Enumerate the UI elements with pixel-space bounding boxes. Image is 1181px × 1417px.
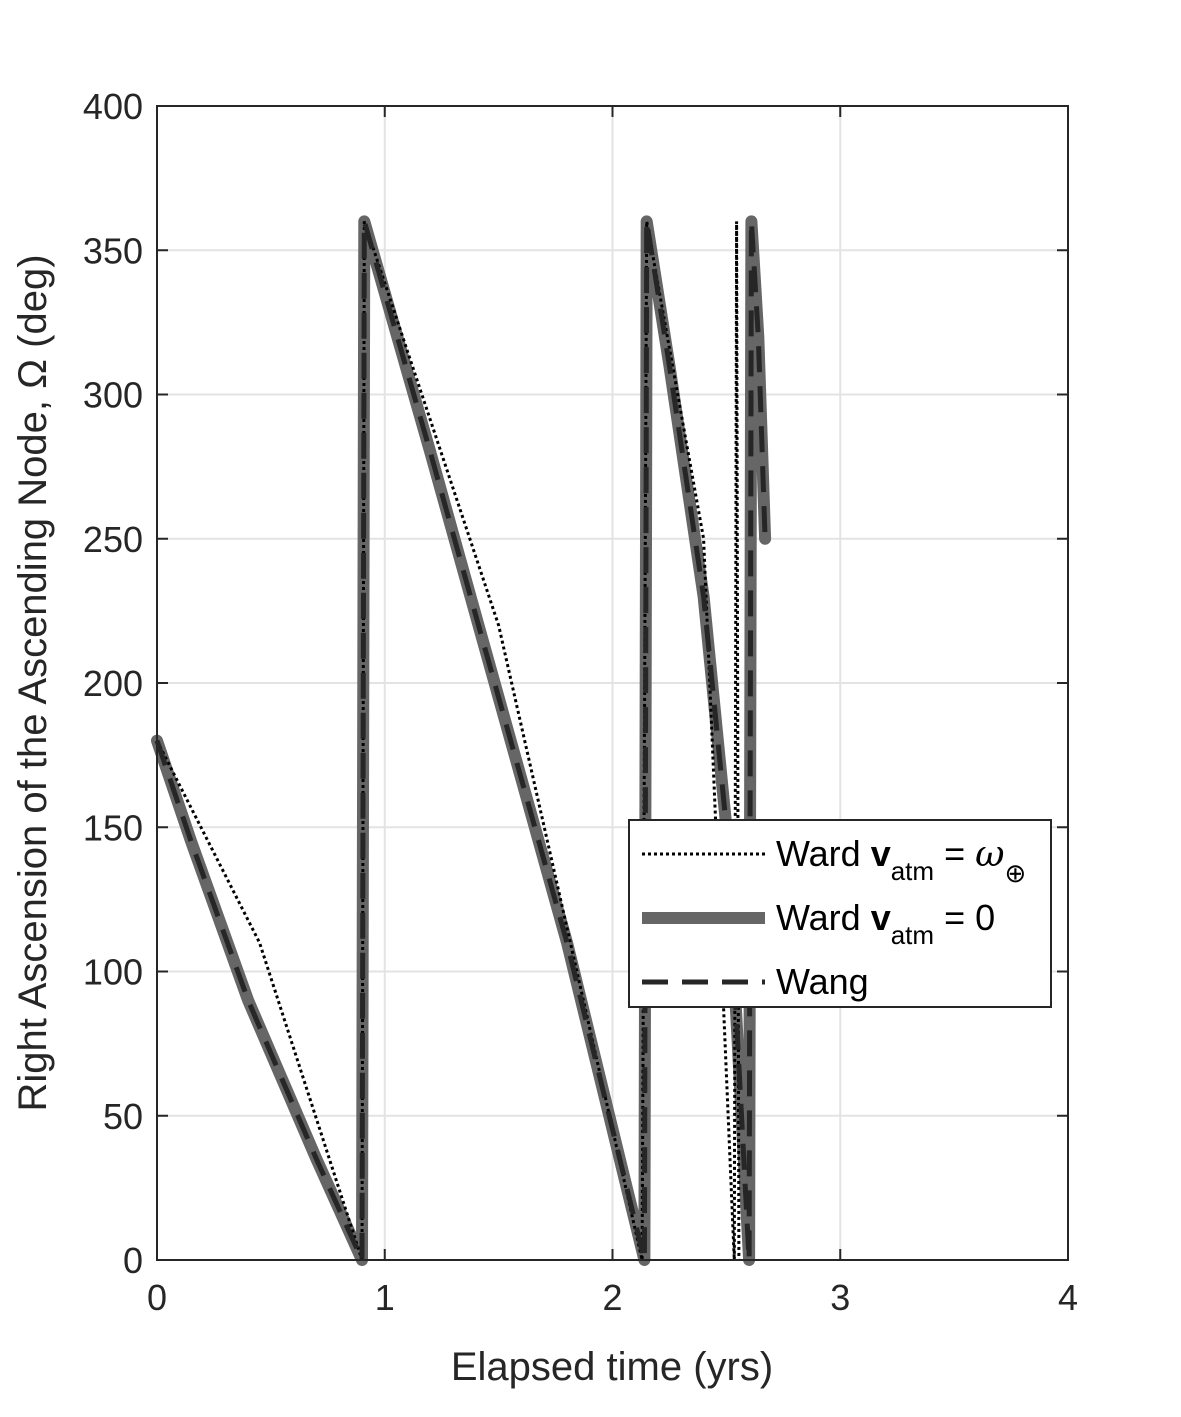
- y-axis-label: Right Ascension of the Ascending Node, Ω…: [11, 254, 55, 1111]
- x-axis-label: Elapsed time (yrs): [451, 1345, 773, 1389]
- legend-label-part: =: [934, 833, 975, 874]
- y-tick-label: 150: [83, 807, 143, 848]
- legend-label-part: atm: [891, 920, 934, 950]
- x-tick-label: 2: [602, 1277, 622, 1318]
- x-tick-label: 1: [375, 1277, 395, 1318]
- y-tick-labels: 0 50 100 150 200 250 300 350 400: [83, 86, 143, 1281]
- x-tick-label: 3: [830, 1277, 850, 1318]
- legend-label-part: v: [871, 897, 891, 938]
- legend-label-part: 0: [975, 897, 995, 938]
- x-tick-labels: 0 1 2 3 4: [147, 1277, 1078, 1318]
- x-tick-label: 4: [1058, 1277, 1078, 1318]
- y-tick-label: 350: [83, 230, 143, 271]
- x-tick-label: 0: [147, 1277, 167, 1318]
- y-tick-label: 200: [83, 663, 143, 704]
- legend-label-1: Ward vatm = 0: [776, 897, 995, 950]
- y-tick-label: 300: [83, 375, 143, 416]
- legend-label-part: ⊕: [1004, 858, 1026, 888]
- y-tick-label: 100: [83, 952, 143, 993]
- legend-label-2: Wang: [776, 961, 869, 1002]
- legend-label-part: atm: [891, 856, 934, 886]
- legend-label-part: Wang: [776, 961, 869, 1002]
- legend-label-part: v: [871, 833, 891, 874]
- legend-label-part: =: [934, 897, 975, 938]
- axes-box: [156, 105, 1069, 1261]
- y-tick-label: 0: [123, 1240, 143, 1281]
- y-tick-label: 400: [83, 86, 143, 127]
- y-tick-label: 250: [83, 519, 143, 560]
- series: [151, 215, 772, 1266]
- legend-label-part: ω: [975, 834, 1004, 875]
- legend-label-part: Ward: [776, 833, 871, 874]
- y-tick-label: 50: [103, 1096, 143, 1137]
- legend-label-part: Ward: [776, 897, 871, 938]
- series-line-2: [154, 220, 768, 1262]
- legend-label-0: Ward vatm = ω⊕: [776, 833, 1026, 888]
